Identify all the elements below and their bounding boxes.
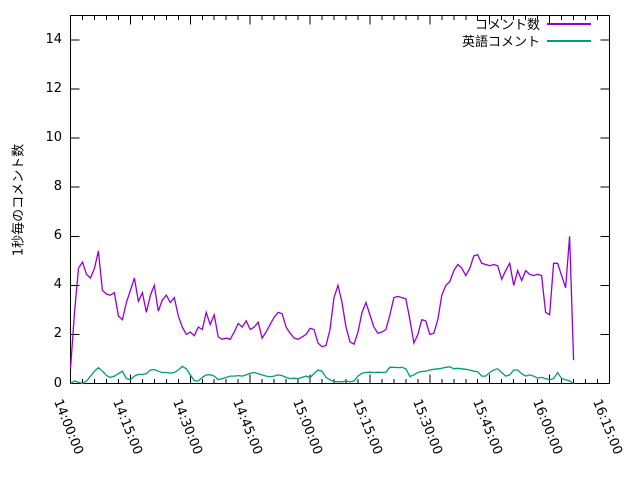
plot-border xyxy=(70,15,610,384)
legend-entry: コメント数 xyxy=(462,16,591,33)
legend: コメント数英語コメント xyxy=(461,16,591,50)
y-tick-label: 10 xyxy=(45,130,62,146)
legend-label: コメント数 xyxy=(474,18,540,33)
y-tick-label: 6 xyxy=(53,228,62,244)
legend-label: 英語コメント xyxy=(461,35,540,50)
series-line-0 xyxy=(69,236,575,369)
y-tick-label: 0 xyxy=(53,375,62,391)
y-tick-label: 12 xyxy=(45,81,62,97)
series-line-1 xyxy=(70,365,574,385)
legend-entry: 英語コメント xyxy=(461,33,591,50)
legend-line-sample xyxy=(547,22,591,25)
legend-line-sample xyxy=(547,39,591,42)
y-tick-label: 8 xyxy=(53,179,62,195)
y-tick-label: 14 xyxy=(45,32,62,48)
y-tick-label: 2 xyxy=(53,326,62,342)
y-tick-label: 4 xyxy=(53,277,62,293)
